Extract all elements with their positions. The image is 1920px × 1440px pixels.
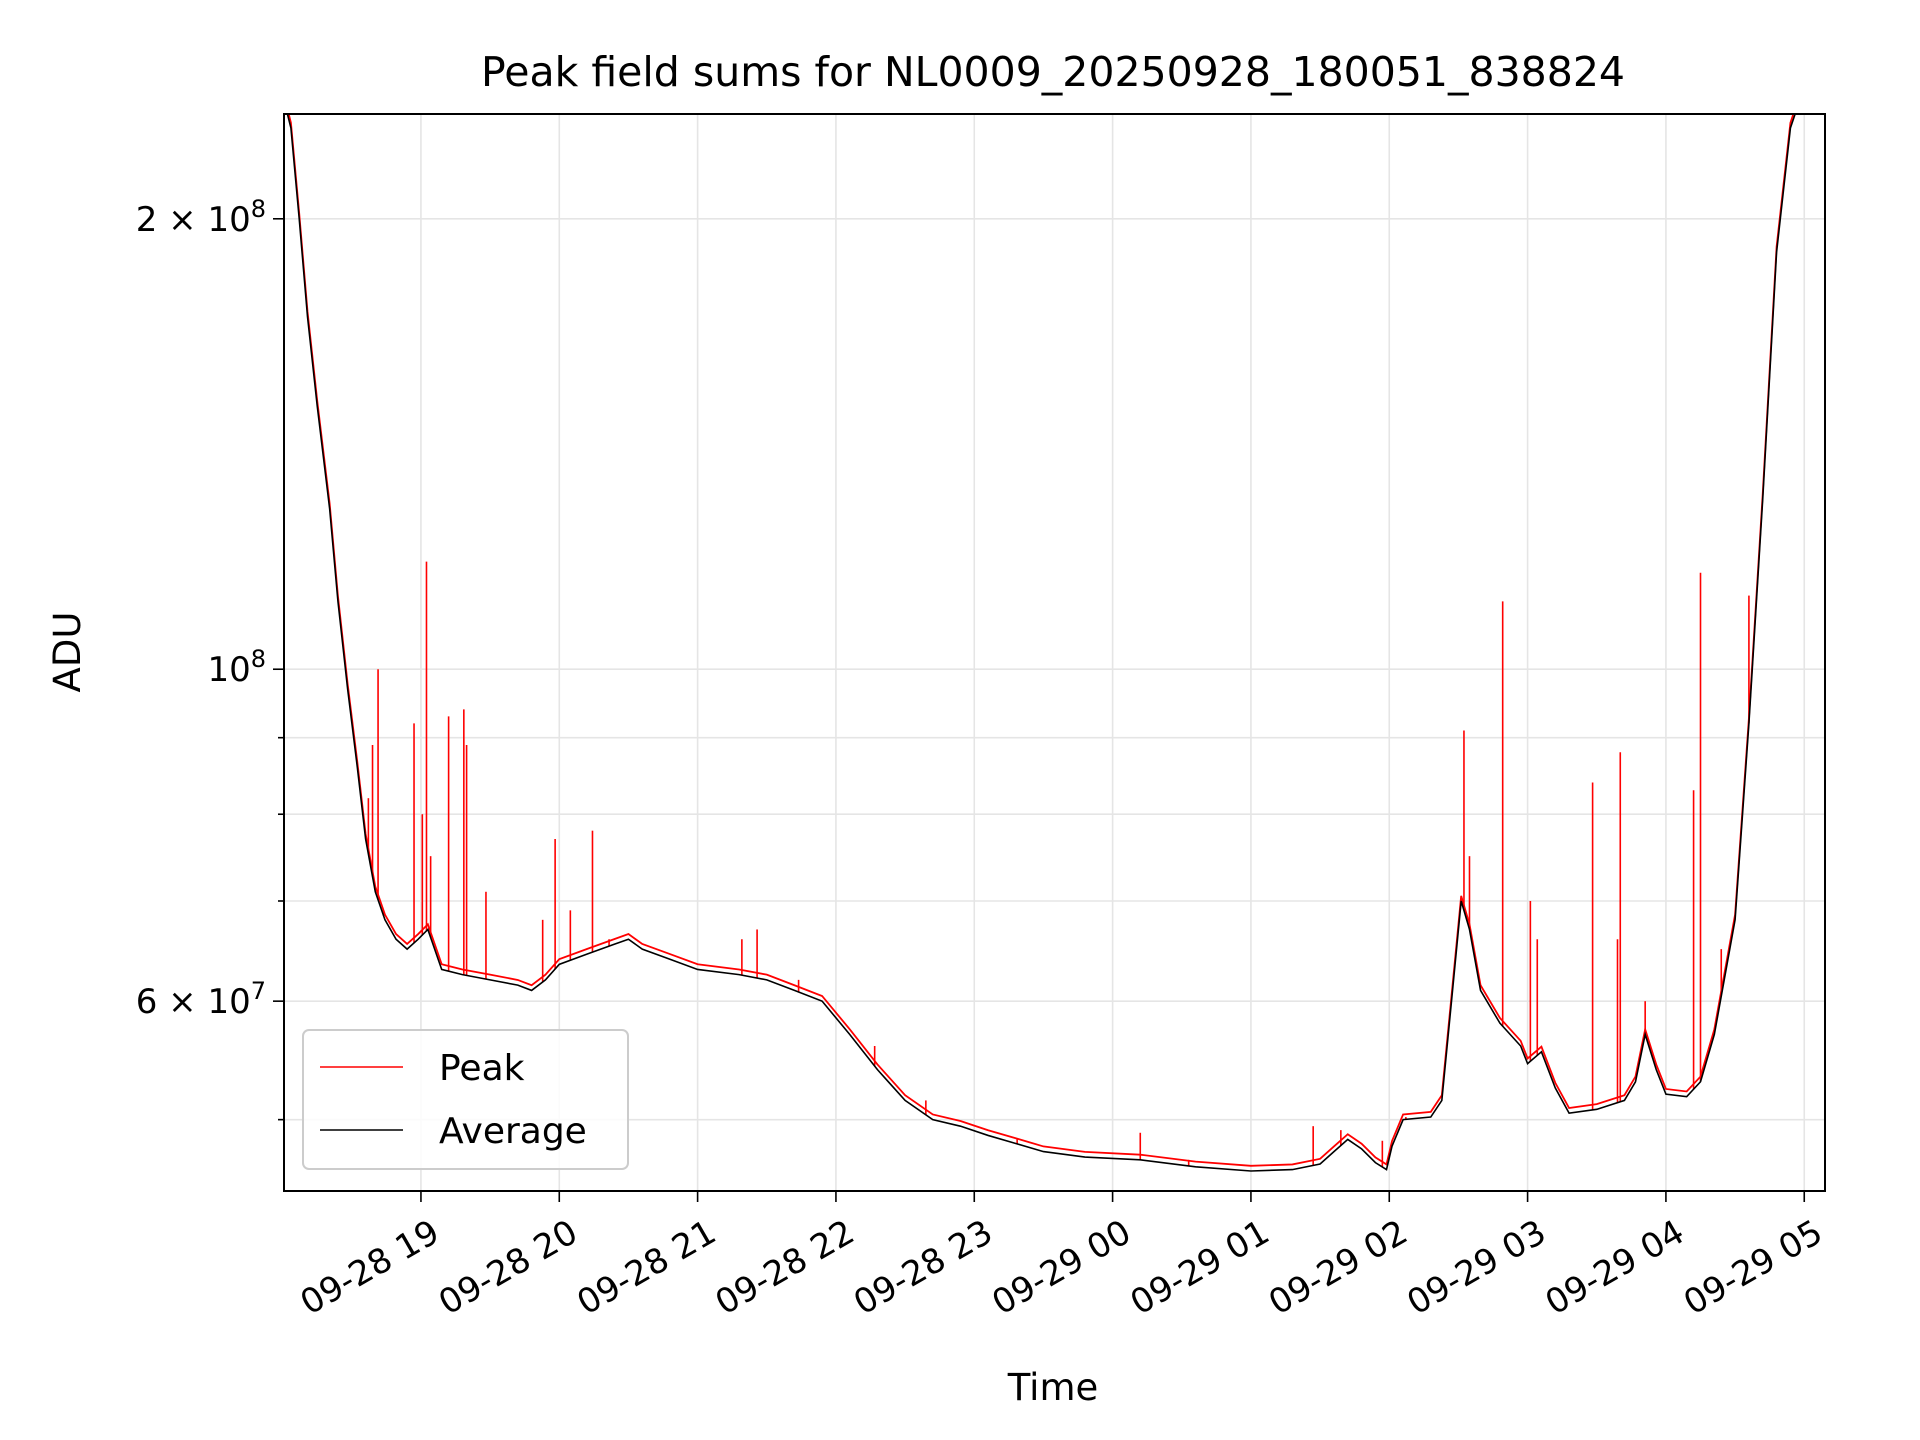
legend: Peak Average: [302, 1029, 629, 1170]
y-tick-label: 6 × 107: [136, 977, 266, 1022]
x-axis-label: Time: [1007, 1366, 1099, 1409]
series-layer: [286, 114, 1796, 1172]
y-tick-label: 2 × 108: [136, 195, 266, 240]
y-axis-label: ADU: [46, 612, 89, 693]
legend-average-label: Average: [439, 1111, 587, 1152]
grid-lines: [284, 114, 1825, 1191]
average-series-line: [286, 114, 1796, 1172]
plot-area-frame: [283, 113, 1826, 1192]
chart-title: Peak field sums for NL0009_20250928_1800…: [481, 48, 1625, 96]
legend-peak-label: Peak: [439, 1048, 525, 1089]
y-tick-label: 108: [207, 645, 266, 690]
peak-series-line: [287, 114, 1795, 1167]
legend-box: [302, 1029, 629, 1170]
